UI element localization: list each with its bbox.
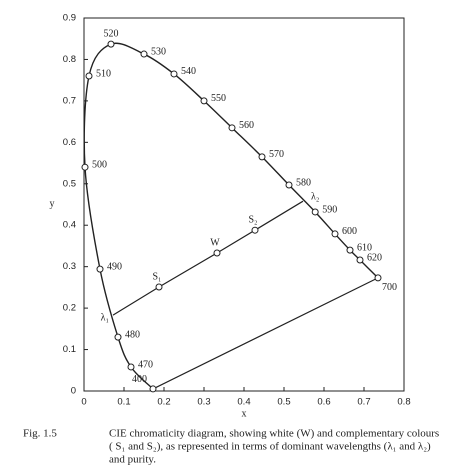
- x-tick-label: 0.8: [397, 397, 410, 408]
- wavelength-label: 490: [107, 261, 122, 272]
- locus-point: [311, 208, 319, 216]
- x-tick-label: 0.6: [317, 397, 330, 408]
- locus-point: [228, 124, 236, 132]
- wavelength-label: 520: [104, 28, 119, 39]
- wavelength-label: 480: [125, 329, 140, 340]
- y-tick-label: 0.9: [63, 13, 76, 24]
- locus-point: [149, 385, 157, 393]
- y-tick-label: 0.1: [63, 344, 76, 355]
- figure-number: Fig. 1.5: [23, 428, 57, 440]
- locus-point: [114, 333, 122, 341]
- locus-point: [331, 230, 339, 238]
- y-tick-label: 0.6: [63, 137, 76, 148]
- wavelength-label: 540: [181, 66, 196, 77]
- locus-point: [96, 265, 104, 273]
- point: [213, 249, 221, 257]
- wavelength-label: 470: [138, 359, 153, 370]
- locus-point: [258, 153, 266, 161]
- caption-line: ( S₁ and S₂), as represented in terms of…: [109, 441, 431, 453]
- point-label: λ₁: [101, 312, 109, 323]
- point: [251, 226, 259, 234]
- point-label: S₁: [152, 271, 161, 282]
- x-tick-label: 0.1: [117, 397, 130, 408]
- x-tick-label: 0.5: [277, 397, 290, 408]
- x-tick-label: 0.2: [157, 397, 170, 408]
- point-label: λ₂: [311, 191, 319, 202]
- x-tick-label: 0: [81, 397, 86, 408]
- locus-point: [200, 97, 208, 105]
- wavelength-label: 570: [269, 149, 284, 160]
- y-axis-label: y: [50, 198, 55, 209]
- y-tick-label: 0.8: [63, 54, 76, 65]
- y-tick-label: 0.5: [63, 178, 76, 189]
- wavelength-label: 700: [382, 282, 397, 293]
- locus-point: [85, 72, 93, 80]
- x-tick-label: 0.7: [357, 397, 370, 408]
- complementary-line: [112, 200, 304, 316]
- locus-point: [285, 181, 293, 189]
- point-label: S₂: [248, 214, 257, 225]
- x-tick-label: 0.4: [237, 397, 250, 408]
- locus-point: [170, 70, 178, 78]
- wavelength-label: 500: [92, 159, 107, 170]
- wavelength-label: 560: [239, 120, 254, 131]
- wavelength-label: 590: [322, 204, 337, 215]
- y-tick-label: 0.2: [63, 303, 76, 314]
- y-tick-label: 0.4: [63, 220, 76, 231]
- caption-line: and purity.: [109, 454, 156, 466]
- x-tick-label: 0.3: [197, 397, 210, 408]
- caption-line: CIE chromaticity diagram, showing white …: [109, 428, 439, 440]
- locus-point: [346, 246, 354, 254]
- wavelength-label: 600: [342, 226, 357, 237]
- wavelength-label: 550: [211, 93, 226, 104]
- wavelength-label: 580: [296, 177, 311, 188]
- point-label: W: [210, 237, 220, 248]
- locus-point: [356, 256, 364, 264]
- y-tick-label: 0.7: [63, 95, 76, 106]
- x-axis-label: x: [242, 408, 247, 419]
- purple-line: [152, 277, 379, 390]
- locus-point: [81, 163, 89, 171]
- wavelength-label: 530: [151, 46, 166, 57]
- y-tick-label: 0: [71, 386, 76, 397]
- wavelength-label: 610: [357, 242, 372, 253]
- locus-point: [127, 363, 135, 371]
- wavelength-label: 400: [132, 374, 147, 385]
- locus-point: [107, 40, 115, 48]
- locus-point: [374, 274, 382, 282]
- locus-point: [140, 50, 148, 58]
- wavelength-label: 620: [367, 252, 382, 263]
- y-tick-label: 0.3: [63, 261, 76, 272]
- wavelength-label: 510: [96, 68, 111, 79]
- point: [155, 283, 163, 291]
